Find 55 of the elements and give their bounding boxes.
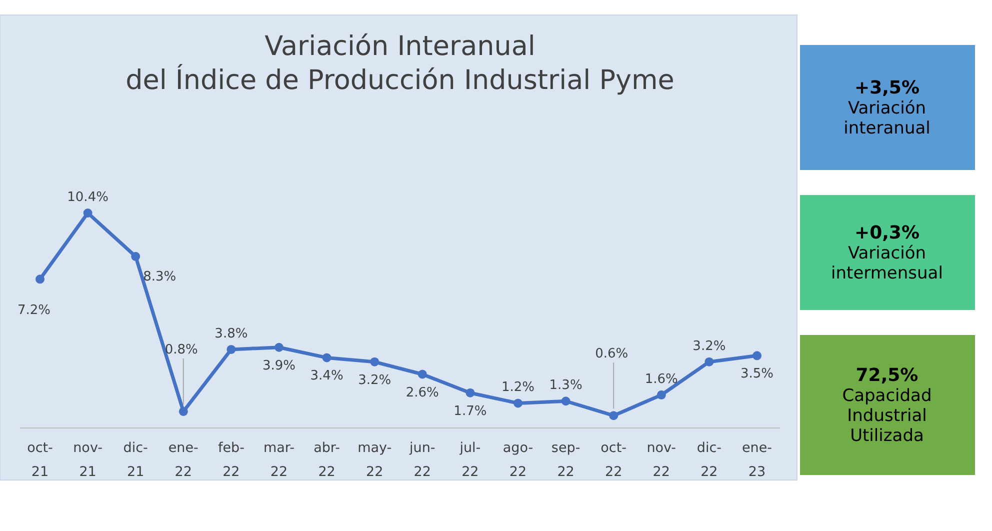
point [609,411,618,420]
text: Variación intermensual [831,244,943,284]
data-label: 1.6% [644,372,678,387]
data-label: 1.7% [454,404,487,419]
x-tick-label: jul-22 [458,440,481,480]
x-tick-label: abr-22 [314,440,340,480]
data-label: 7.2% [17,303,51,318]
data-label: 10.4% [67,190,108,205]
x-tick-label: feb-22 [218,440,245,480]
point [418,370,427,379]
x-tick-label: ene-23 [742,440,772,480]
point [704,357,714,366]
text: 72,5% [856,365,918,386]
x-tick-label: ago-22 [502,440,534,480]
x-tick-label: jun-22 [408,440,436,480]
x-tick-label: oct-22 [600,440,627,480]
x-tick-label: mar-22 [264,440,295,480]
chart-title: Variación Interanual del Índice de Producción Industrial Pyme [126,31,674,96]
text: +0,3% [854,222,920,244]
data-label: 0.8% [164,342,198,358]
x-tick-label: may-22 [358,440,392,480]
point [36,274,44,284]
point [226,344,236,354]
point [83,208,92,218]
data-label: 1.3% [549,378,582,394]
data-label: 0.6% [595,346,628,362]
data-label: 3.8% [214,326,248,342]
x-tick-label: ene-22 [168,440,199,480]
data-label: 3.9% [262,358,296,374]
point [131,252,140,261]
point [178,406,188,416]
data-label: 3.5% [740,366,774,382]
point [466,388,475,398]
x-tick-label: sep-22 [551,440,580,480]
point [561,396,570,406]
data-label: 3.4% [310,368,344,384]
data-label: 3.2% [692,338,726,354]
data-label: 3.2% [358,372,392,388]
point [752,351,762,360]
x-tick-label: dic-21 [123,440,148,480]
x-tick-label: dic-22 [696,440,722,480]
point [656,390,666,400]
text: Variación interanual [844,98,930,138]
point [514,398,522,408]
data-label: 1.2% [501,380,535,396]
point [274,342,284,352]
data-label: 2.6% [406,385,439,400]
point [370,357,380,366]
point [322,353,332,362]
x-tick-label: nov-21 [73,440,103,480]
x-tick-label: nov-22 [646,440,676,480]
data-label: 8.3% [143,269,176,284]
x-tick-label: oct-21 [27,440,54,480]
text: Capacidad Industrial Utilizada [842,386,932,446]
text: +3,5% [854,78,920,98]
